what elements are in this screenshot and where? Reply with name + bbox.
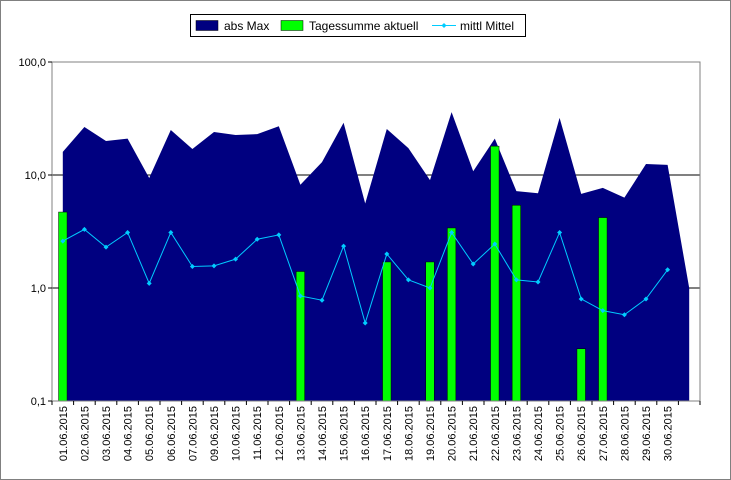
- marker: [233, 256, 239, 262]
- bar: [447, 227, 457, 402]
- x-tick-label: 18.06.2015: [403, 406, 415, 461]
- legend-swatch: [441, 23, 447, 28]
- marker: [168, 229, 174, 235]
- legend-swatch: [195, 20, 219, 31]
- x-tick-label: 10.06.2015: [231, 406, 243, 461]
- x-tick-label: 16.06.2015: [360, 406, 372, 461]
- marker: [103, 244, 109, 250]
- x-tick-label: 09.06.2015: [209, 406, 221, 461]
- x-tick-label: 01.06.2015: [58, 406, 70, 461]
- legend-label: mittl Mittel: [460, 19, 514, 33]
- marker: [643, 296, 649, 302]
- y-tick-label: 0,1: [31, 396, 46, 408]
- marker: [319, 297, 325, 303]
- x-tick-label: 14.06.2015: [317, 406, 329, 461]
- x-tick-label: 02.06.2015: [79, 406, 91, 461]
- legend-box: [190, 14, 526, 37]
- marker: [600, 308, 606, 314]
- marker: [427, 285, 433, 291]
- x-tick-label: 20.06.2015: [447, 406, 459, 461]
- x-tick-label: 27.06.2015: [598, 406, 610, 461]
- x-tick-label: 12.06.2015: [274, 406, 286, 461]
- x-tick-label: 11.06.2015: [252, 406, 264, 460]
- marker: [211, 263, 217, 269]
- x-tick-label: 25.06.2015: [555, 406, 567, 461]
- y-tick-label: 10,0: [25, 170, 46, 182]
- marker: [146, 280, 152, 286]
- marker: [60, 238, 66, 244]
- marker: [557, 229, 563, 235]
- x-tick-label: 15.06.2015: [339, 406, 351, 461]
- x-tick-label: 17.06.2015: [382, 406, 394, 461]
- marker: [513, 277, 519, 283]
- marker: [276, 232, 282, 238]
- marker: [254, 236, 260, 242]
- legend: abs Max Tagessumme aktuell mittl Mittel: [190, 14, 526, 37]
- x-tick-label: 23.06.2015: [511, 406, 523, 461]
- marker: [535, 279, 541, 285]
- x-tick-label: 22.06.2015: [490, 406, 502, 461]
- marker: [492, 241, 498, 247]
- marker: [362, 320, 368, 326]
- marker: [470, 261, 476, 267]
- x-tick-label: 04.06.2015: [123, 406, 135, 461]
- legend-swatch: [280, 20, 304, 31]
- legend-label: Tagessumme aktuell: [309, 19, 418, 33]
- marker: [125, 229, 131, 235]
- x-tick-label: 06.06.2015: [166, 406, 178, 461]
- x-tick-label: 07.06.2015: [187, 406, 199, 461]
- bar: [511, 204, 521, 402]
- marker: [297, 293, 303, 299]
- bar: [576, 348, 586, 402]
- x-tick-label: 19.06.2015: [425, 406, 437, 461]
- marker: [449, 229, 455, 235]
- x-tick-label: 21.06.2015: [468, 406, 480, 461]
- bar: [425, 261, 435, 402]
- bar: [382, 261, 392, 402]
- x-tick-label: 30.06.2015: [663, 406, 675, 461]
- legend-label: abs Max: [224, 19, 269, 33]
- x-tick-label: 03.06.2015: [101, 406, 113, 461]
- bar: [295, 271, 305, 402]
- bar: [490, 145, 500, 402]
- marker: [621, 312, 627, 318]
- marker: [405, 277, 411, 283]
- marker: [665, 267, 671, 273]
- y-tick-label: 100,0: [18, 57, 46, 69]
- x-tick-label: 05.06.2015: [144, 406, 156, 461]
- area: [62, 112, 690, 401]
- x-tick-label: 26.06.2015: [576, 406, 588, 461]
- x-tick-label: 29.06.2015: [641, 406, 653, 461]
- x-tick-label: 24.06.2015: [533, 406, 545, 461]
- marker: [81, 226, 87, 232]
- x-tick-label: 13.06.2015: [295, 406, 307, 461]
- marker: [578, 296, 584, 302]
- marker: [384, 251, 390, 257]
- marker: [189, 263, 195, 269]
- marker: [341, 243, 347, 249]
- x-tick-label: 28.06.2015: [619, 406, 631, 461]
- y-tick-label: 1,0: [31, 283, 46, 295]
